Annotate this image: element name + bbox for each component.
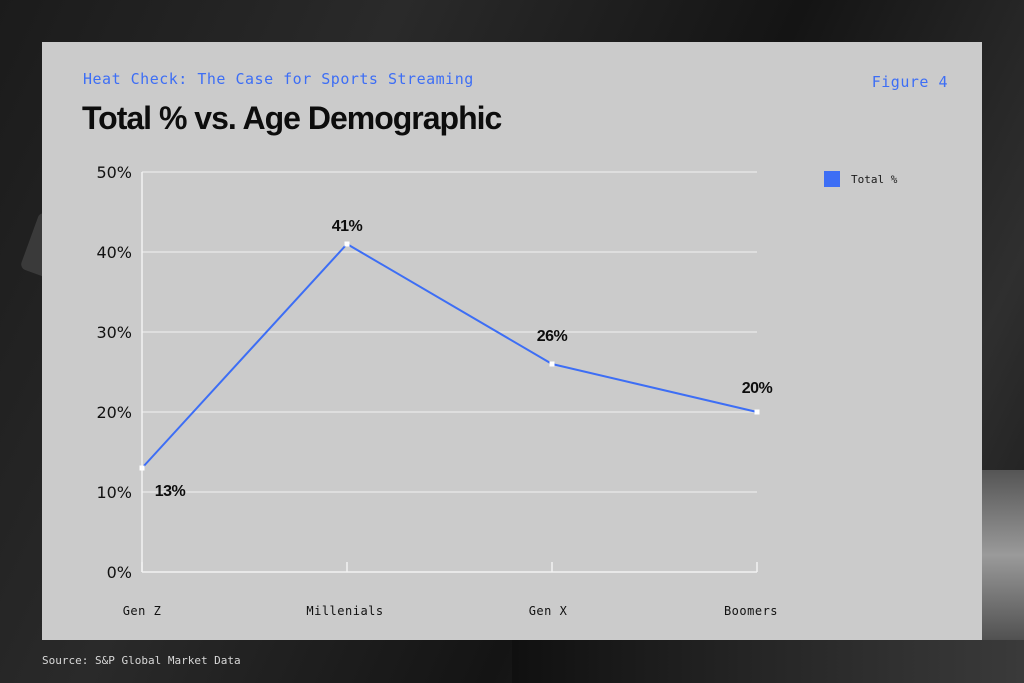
y-tick-label: 10% xyxy=(96,483,132,502)
background-shape xyxy=(512,640,1024,683)
y-tick-label: 20% xyxy=(96,403,132,422)
series-line xyxy=(141,243,758,469)
legend: Total % xyxy=(824,171,897,187)
data-labels: 13% 41% 26% 20% xyxy=(155,218,773,500)
gridlines xyxy=(142,171,757,493)
data-point xyxy=(754,409,760,415)
line-chart: 0% 10% 20% 30% 40% 50% Gen Z Millenials Gen X Bo… xyxy=(96,163,778,618)
data-point xyxy=(344,241,350,247)
data-label: 41% xyxy=(332,218,363,235)
source-note: Source: S&P Global Market Data xyxy=(42,654,241,667)
data-point xyxy=(139,465,145,471)
x-tick-label: Millenials xyxy=(306,604,383,618)
y-tick-label: 30% xyxy=(96,323,132,342)
report-kicker: Heat Check: The Case for Sports Streamin… xyxy=(83,70,474,88)
y-axis-ticks: 0% 10% 20% 30% 40% 50% xyxy=(96,163,132,582)
data-label: 20% xyxy=(742,380,773,397)
x-tick-label: Gen Z xyxy=(123,604,162,618)
data-points xyxy=(139,241,760,471)
data-label: 26% xyxy=(537,328,568,345)
chart-card: Heat Check: The Case for Sports Streamin… xyxy=(42,42,982,640)
y-tick-label: 50% xyxy=(96,163,132,182)
x-tick-label: Gen X xyxy=(529,604,568,618)
data-point xyxy=(549,361,555,367)
figure-label: Figure 4 xyxy=(871,73,948,91)
data-label: 13% xyxy=(155,483,186,500)
legend-label: Total % xyxy=(851,172,898,186)
series-line-total xyxy=(141,243,758,469)
y-tick-label: 40% xyxy=(96,243,132,262)
y-tick-label: 0% xyxy=(107,563,132,582)
legend-swatch xyxy=(824,171,840,187)
x-tick-label: Boomers xyxy=(724,604,778,618)
axes xyxy=(141,172,758,573)
x-axis-ticks: Gen Z Millenials Gen X Boomers xyxy=(123,604,778,618)
chart-title: Total % vs. Age Demographic xyxy=(82,100,502,136)
